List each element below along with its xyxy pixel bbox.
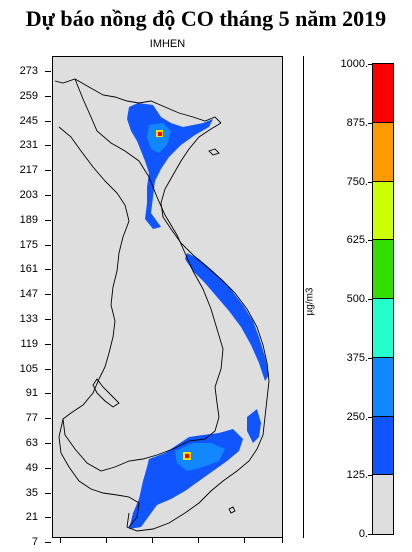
panel-separator xyxy=(303,56,304,538)
colorbar-tick xyxy=(368,64,372,65)
colorbar-segment xyxy=(373,475,393,534)
y-tick-label: 91 xyxy=(25,387,38,400)
north-delta-core xyxy=(147,123,171,153)
south-delta-core xyxy=(175,443,225,471)
y-tick-mark xyxy=(45,294,51,296)
y-tick-label: 21 xyxy=(25,511,38,524)
colorbar-label: 375. xyxy=(346,351,368,364)
y-tick-label: 147 xyxy=(19,288,38,301)
y-tick-mark xyxy=(45,368,51,370)
y-tick-label: 161 xyxy=(19,263,38,276)
colorbar-segment xyxy=(373,64,393,123)
colorbar-label: 875. xyxy=(346,116,368,129)
colorbar-tick xyxy=(368,534,372,535)
colorbar-label: 1000. xyxy=(340,58,368,70)
colorbar-label: 625. xyxy=(346,234,368,247)
lake-outline xyxy=(92,378,120,408)
lao-border xyxy=(74,78,224,388)
colorbar-tick xyxy=(368,122,372,124)
map-canvas xyxy=(54,78,270,532)
y-tick-label: 105 xyxy=(19,362,38,375)
colorbar-unit: µg/m3 xyxy=(304,287,316,316)
colorbar-segment xyxy=(373,416,393,476)
y-tick-label: 119 xyxy=(20,337,38,350)
colorbar-label: 250. xyxy=(346,410,368,423)
colorbar-tick xyxy=(368,240,372,242)
y-tick-mark xyxy=(45,95,51,97)
colorbar-tick xyxy=(368,181,372,183)
colorbar-segment xyxy=(373,181,393,241)
colorbar-tick xyxy=(368,357,372,359)
colorbar-label: 0. xyxy=(358,528,368,540)
y-tick-mark xyxy=(45,418,51,420)
map-panel xyxy=(52,56,283,538)
north-delta-patch xyxy=(127,103,213,229)
y-tick-label: 63 xyxy=(25,437,38,449)
colorbar-segment xyxy=(373,122,393,182)
chart-subtitle: IMHEN xyxy=(149,38,186,50)
chart-title: Dự báo nồng độ CO tháng 5 năm 2019 xyxy=(25,6,387,31)
y-tick-mark xyxy=(45,71,51,72)
y-tick-label: 203 xyxy=(19,189,38,201)
south-coast-patch xyxy=(247,409,261,443)
y-tick-label: 77 xyxy=(25,412,38,425)
colorbar-label: 500. xyxy=(346,293,368,305)
west-coast xyxy=(58,418,140,528)
y-tick-mark xyxy=(45,269,51,271)
colorbar-segment xyxy=(373,240,393,299)
hanoi-core xyxy=(158,132,162,136)
x-tick-mark xyxy=(198,538,199,543)
y-tick-label: 273 xyxy=(19,65,38,77)
central-coast-patch xyxy=(185,253,269,381)
y-tick-label: 7 xyxy=(31,536,38,549)
y-tick-mark xyxy=(45,517,51,519)
y-tick-mark xyxy=(45,195,51,196)
y-tick-mark xyxy=(45,319,51,320)
cambodia-border xyxy=(62,378,220,472)
y-tick-label: 133 xyxy=(19,313,38,325)
y-tick-label: 217 xyxy=(19,164,38,177)
colorbar xyxy=(372,63,394,535)
y-tick-mark xyxy=(45,492,51,494)
colorbar-tick xyxy=(368,475,372,477)
y-tick-label: 35 xyxy=(25,486,38,499)
hcmc-core xyxy=(185,454,189,458)
y-tick-mark xyxy=(45,145,51,147)
y-tick-label: 175 xyxy=(19,238,38,251)
y-tick-mark xyxy=(45,542,51,544)
y-tick-label: 259 xyxy=(19,89,38,102)
colorbar-segment xyxy=(373,357,393,417)
y-tick-mark xyxy=(45,244,51,246)
border-lines xyxy=(54,78,270,532)
x-tick-mark xyxy=(106,538,107,543)
concentration-layer xyxy=(127,103,269,529)
y-tick-label: 49 xyxy=(25,461,38,474)
y-tick-mark xyxy=(45,219,51,221)
y-tick-mark xyxy=(45,393,51,395)
colorbar-label: 750. xyxy=(346,175,368,188)
y-tick-mark xyxy=(45,170,51,172)
colorbar-tick xyxy=(368,416,372,418)
west-region-border xyxy=(58,126,130,380)
y-tick-mark xyxy=(45,343,51,345)
island-b xyxy=(228,506,236,514)
y-tick-mark xyxy=(45,120,51,122)
x-tick-mark xyxy=(60,538,61,543)
northern-border xyxy=(54,78,222,124)
colorbar-label: 125. xyxy=(346,469,368,482)
vietnam-coastline xyxy=(126,122,270,532)
y-tick-mark xyxy=(45,467,51,469)
x-tick-mark xyxy=(152,538,153,543)
y-tick-label: 245 xyxy=(19,114,38,127)
y-tick-label: 189 xyxy=(19,213,38,226)
y-tick-mark xyxy=(45,443,51,444)
colorbar-tick xyxy=(368,299,372,300)
y-tick-label: 231 xyxy=(19,139,38,152)
colorbar-segment xyxy=(373,299,393,358)
x-tick-mark xyxy=(282,538,283,543)
x-tick-mark xyxy=(244,538,245,543)
island-a xyxy=(208,148,220,156)
